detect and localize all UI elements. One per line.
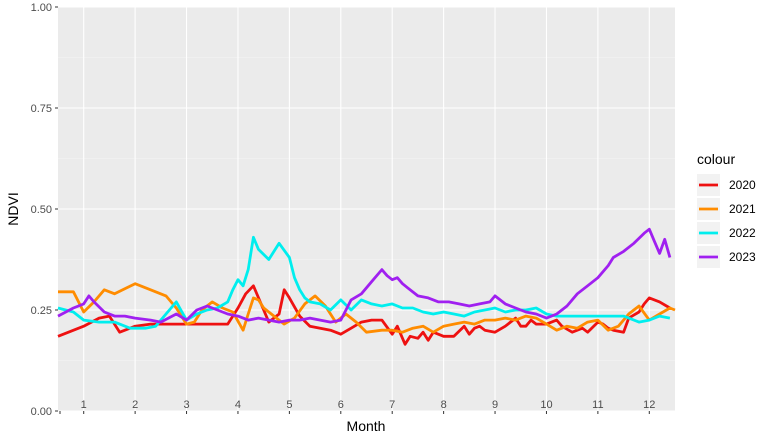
minor-gridlines: [58, 57, 675, 361]
series-line-2020: [57, 284, 671, 346]
x-tick-label: 2: [132, 399, 138, 411]
x-tick-label: 1: [81, 399, 87, 411]
x-tick-label: 5: [286, 399, 292, 411]
legend-label: 2020: [729, 178, 756, 192]
x-tick-label: 12: [643, 399, 655, 411]
y-tick-label: 1.00: [31, 2, 52, 14]
series-lines: [57, 227, 676, 346]
major-gridlines: [58, 6, 675, 412]
x-axis-title: Month: [347, 418, 386, 434]
x-tick-label: 6: [338, 399, 344, 411]
y-tick-marks: [55, 6, 58, 412]
series-line-2021: [58, 282, 676, 334]
y-tick-labels: 0.00 0.25 0.50 0.75 1.00: [31, 2, 52, 418]
legend-label: 2022: [729, 226, 756, 240]
x-tick-label: 7: [389, 399, 395, 411]
x-tick-label: 10: [540, 399, 552, 411]
legend-label: 2023: [729, 250, 756, 264]
y-axis-title: NDVI: [5, 192, 21, 225]
legend: colour 2020 2021 2022 2023: [697, 151, 756, 268]
y-tick-label: 0.50: [31, 204, 52, 216]
x-tick-label: 4: [235, 399, 241, 411]
legend-label: 2021: [729, 202, 756, 216]
x-tick-marks: [59, 411, 650, 414]
y-tick-label: 0.75: [31, 103, 52, 115]
legend-keys: 2020 2021 2022 2023: [697, 174, 756, 268]
x-tick-label: 3: [183, 399, 189, 411]
series-line-2023: [57, 227, 672, 324]
x-tick-label: 11: [592, 399, 603, 411]
x-tick-label: 8: [441, 399, 447, 411]
x-tick-label: 9: [492, 399, 498, 411]
legend-title: colour: [697, 151, 735, 167]
y-tick-label: 0.00: [31, 406, 52, 418]
y-tick-label: 0.25: [31, 305, 52, 317]
x-tick-labels: 1 2 3 4 5 6 7 8 9 10 11 12: [81, 399, 656, 411]
